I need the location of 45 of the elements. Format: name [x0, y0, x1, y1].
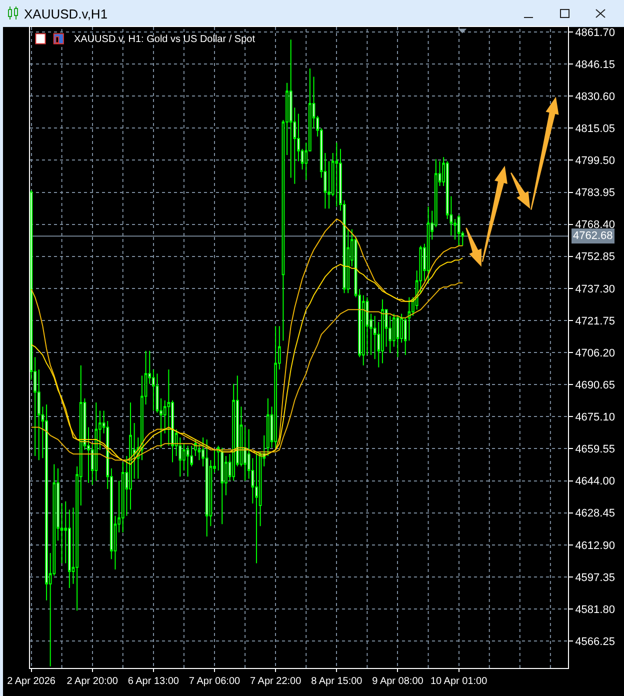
- x-tick-label: 6 Apr 13:00: [128, 676, 180, 687]
- candlestick: [266, 398, 270, 457]
- line-series: [30, 218, 464, 461]
- y-tick-label: 4861.70: [575, 26, 615, 39]
- y-tick-label: 4566.25: [575, 636, 615, 648]
- y-tick-label: 4706.20: [575, 347, 615, 360]
- candlestick: [457, 214, 460, 246]
- y-tick-label: 4581.80: [575, 604, 615, 616]
- x-tick-label: 7 Apr 06:00: [188, 676, 241, 687]
- candlestick: [205, 439, 208, 537]
- y-tick-label: 4846.15: [575, 58, 615, 71]
- y-tick-label: 4612.90: [575, 540, 615, 552]
- y-tick-label: 4815.05: [575, 122, 615, 135]
- y-tick-label: 4783.95: [575, 187, 615, 200]
- y-tick-label: 4752.85: [575, 251, 615, 264]
- chart-title: XAUUSD.v,H1: [24, 6, 108, 22]
- candlestick: [255, 451, 258, 564]
- y-tick-label: 4659.55: [575, 444, 615, 456]
- candlestick: [335, 142, 338, 208]
- y-tick-label: 4830.60: [575, 90, 615, 103]
- candlestick: [220, 447, 224, 525]
- candlestick: [94, 402, 98, 482]
- text: XAUUSD.v, H1: Gold vs US Dollar / Spot: [74, 34, 256, 45]
- x-tick-label: 7 Apr 22:00: [250, 676, 302, 687]
- candlestick: [426, 206, 430, 284]
- y-tick-label: 4768.40: [575, 219, 615, 232]
- candlestick: [396, 315, 400, 358]
- candlestick: [381, 298, 384, 364]
- candlestick: [274, 326, 278, 448]
- y-tick-label: 4690.65: [575, 379, 615, 392]
- x-tick-label: 10 Apr 01:00: [430, 676, 488, 687]
- y-tick-label: 4675.10: [575, 412, 615, 424]
- x-tick-label: 8 Apr 15:00: [311, 676, 363, 687]
- x-tick-label: 2 Apr 2026: [7, 676, 56, 687]
- y-tick-label: 4597.35: [575, 572, 615, 584]
- candlestick: [194, 439, 197, 457]
- y-tick-label: 4721.75: [575, 315, 615, 328]
- y-tick-label: 4737.30: [575, 283, 615, 296]
- x-tick-label: 9 Apr 08:00: [372, 676, 424, 687]
- x-tick-label: 2 Apr 20:00: [66, 676, 118, 687]
- ref-line-label: 4762.68: [573, 230, 613, 242]
- candlestick: [186, 445, 190, 478]
- y-tick-label: 4799.50: [575, 155, 615, 168]
- y-tick-label: 4628.45: [575, 508, 615, 520]
- y-tick-label: 4644.00: [575, 476, 615, 488]
